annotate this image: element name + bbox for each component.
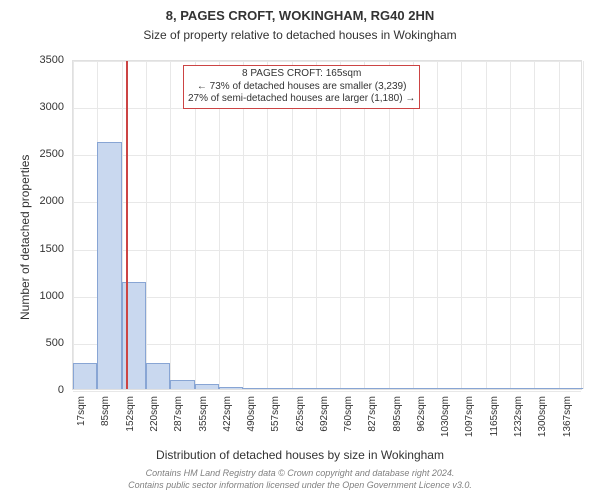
x-tick-label: 557sqm [270,396,281,432]
gridline-v [146,61,147,389]
histogram-bar [316,388,340,389]
histogram-bar [534,388,558,389]
histogram-bar [243,388,267,389]
x-tick-label: 220sqm [149,396,160,432]
x-tick-label: 355sqm [198,396,209,432]
x-tick-label: 287sqm [173,396,184,432]
histogram-bar [97,142,121,389]
x-tick-label: 1165sqm [489,396,500,436]
x-tick-label: 85sqm [100,396,111,426]
histogram-bar [389,388,413,389]
gridline-v [73,61,74,389]
gridline-h [73,250,581,251]
histogram-bar [73,363,97,389]
gridline-v [316,61,317,389]
annotation-box: 8 PAGES CROFT: 165sqm← 73% of detached h… [183,65,420,109]
gridline-v [461,61,462,389]
x-tick-label: 1232sqm [513,396,524,437]
gridline-v [559,61,560,389]
histogram-bar [146,363,170,389]
gridline-v [583,61,584,389]
y-tick-label: 0 [0,384,64,396]
x-tick-label: 760sqm [343,396,354,432]
y-tick-label: 1000 [0,290,64,302]
gridline-v [267,61,268,389]
x-tick-label: 152sqm [125,396,136,432]
histogram-bar [122,282,146,389]
gridline-v [364,61,365,389]
x-tick-label: 1300sqm [537,396,548,437]
x-tick-label: 1097sqm [464,396,475,437]
histogram-bar [486,388,510,389]
gridline-v [413,61,414,389]
x-tick-label: 17sqm [76,396,87,426]
x-tick-label: 962sqm [416,396,427,432]
y-tick-label: 500 [0,337,64,349]
gridline-h [73,202,581,203]
x-tick-label: 895sqm [392,396,403,432]
y-tick-label: 1500 [0,243,64,255]
footer-line-1: Contains HM Land Registry data © Crown c… [0,468,600,478]
gridline-h [73,297,581,298]
footer-line-2: Contains public sector information licen… [0,480,600,490]
histogram-bar [510,388,534,389]
gridline-h [73,391,581,392]
marker-line [126,61,128,389]
gridline-v [389,61,390,389]
y-tick-label: 2000 [0,195,64,207]
x-tick-label: 422sqm [222,396,233,432]
chart-title-main: 8, PAGES CROFT, WOKINGHAM, RG40 2HN [0,8,600,23]
gridline-v [292,61,293,389]
y-tick-label: 3500 [0,54,64,66]
plot-area: 8 PAGES CROFT: 165sqm← 73% of detached h… [72,60,582,390]
x-tick-label: 1030sqm [440,396,451,437]
gridline-v [510,61,511,389]
histogram-bar [364,388,388,389]
x-axis-title: Distribution of detached houses by size … [0,448,600,462]
gridline-v [243,61,244,389]
histogram-bar [559,388,583,389]
histogram-bar [437,388,461,389]
histogram-bar [413,388,437,389]
gridline-h [73,155,581,156]
annotation-line: 27% of semi-detached houses are larger (… [188,93,415,106]
x-tick-label: 1367sqm [562,396,573,437]
gridline-v [195,61,196,389]
gridline-v [437,61,438,389]
gridline-v [486,61,487,389]
y-tick-label: 2500 [0,148,64,160]
histogram-bar [267,388,291,389]
y-tick-label: 3000 [0,101,64,113]
annotation-line: 8 PAGES CROFT: 165sqm [188,68,415,81]
histogram-bar [219,387,243,389]
x-tick-label: 490sqm [246,396,257,432]
gridline-v [340,61,341,389]
histogram-bar [292,388,316,389]
annotation-line: ← 73% of detached houses are smaller (3,… [188,81,415,94]
histogram-bar [461,388,485,389]
histogram-bar [340,388,364,389]
x-tick-label: 827sqm [367,396,378,432]
x-tick-label: 625sqm [295,396,306,432]
gridline-h [73,61,581,62]
chart-title-sub: Size of property relative to detached ho… [0,28,600,42]
gridline-v [219,61,220,389]
gridline-v [534,61,535,389]
gridline-h [73,344,581,345]
gridline-v [170,61,171,389]
histogram-bar [170,380,194,389]
histogram-bar [195,384,219,389]
histogram-chart: 8, PAGES CROFT, WOKINGHAM, RG40 2HN Size… [0,0,600,500]
x-tick-label: 692sqm [319,396,330,432]
